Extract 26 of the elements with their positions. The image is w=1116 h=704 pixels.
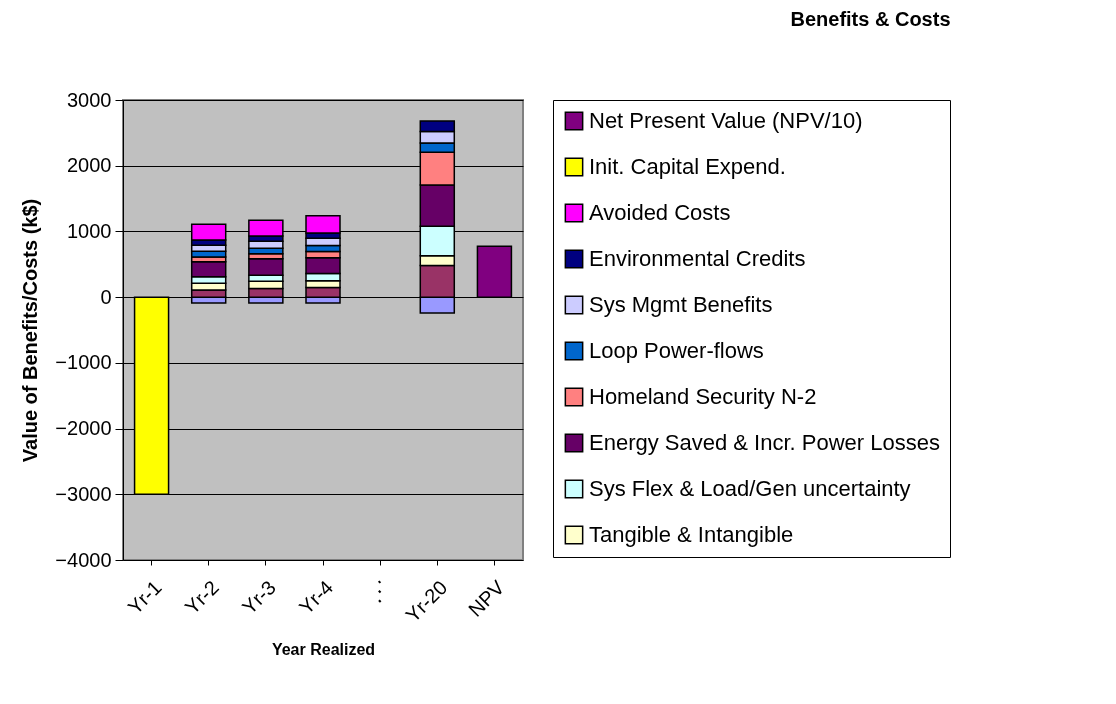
legend-label: Tangible & Intangible — [589, 522, 794, 547]
legend-label: Sys Mgmt Benefits — [589, 292, 773, 317]
y-tick-label: 1000 — [67, 219, 112, 242]
legend-label: Homeland Security N-2 — [589, 384, 817, 409]
y-axis-title: Value of Benefits/Costs (k$) — [19, 198, 42, 463]
x-tick-label: Yr-2 — [180, 576, 223, 619]
legend-label: Loop Power-flows — [589, 338, 764, 363]
legend-label: Avoided Costs — [589, 200, 731, 225]
legend-label: Environmental Credits — [589, 246, 806, 271]
x-axis-title: Year Realized — [271, 641, 376, 659]
y-tick-label: 0 — [100, 285, 112, 308]
y-tick-label: −4000 — [55, 548, 112, 571]
y-tick-label: 2000 — [67, 154, 112, 177]
x-tick-label: Yr-4 — [294, 576, 338, 619]
y-tick-label: 3000 — [67, 88, 112, 111]
y-tick-label: −1000 — [55, 351, 112, 374]
legend-label: Energy Saved & Incr. Power Losses — [589, 430, 940, 455]
x-tick-label: ⋰ — [364, 576, 395, 606]
legend-label: Net Present Value (NPV/10) — [589, 108, 863, 133]
x-tick-label: Yr-1 — [123, 576, 166, 619]
y-tick-label: −2000 — [55, 417, 112, 440]
text: Benefits & Costs — [790, 8, 951, 30]
y-tick-label: −3000 — [55, 482, 112, 505]
x-tick-label: Yr-3 — [237, 576, 280, 619]
legend-label: Init. Capital Expend. — [589, 154, 786, 179]
legend-label: Sys Flex & Load/Gen uncertainty — [589, 476, 911, 501]
